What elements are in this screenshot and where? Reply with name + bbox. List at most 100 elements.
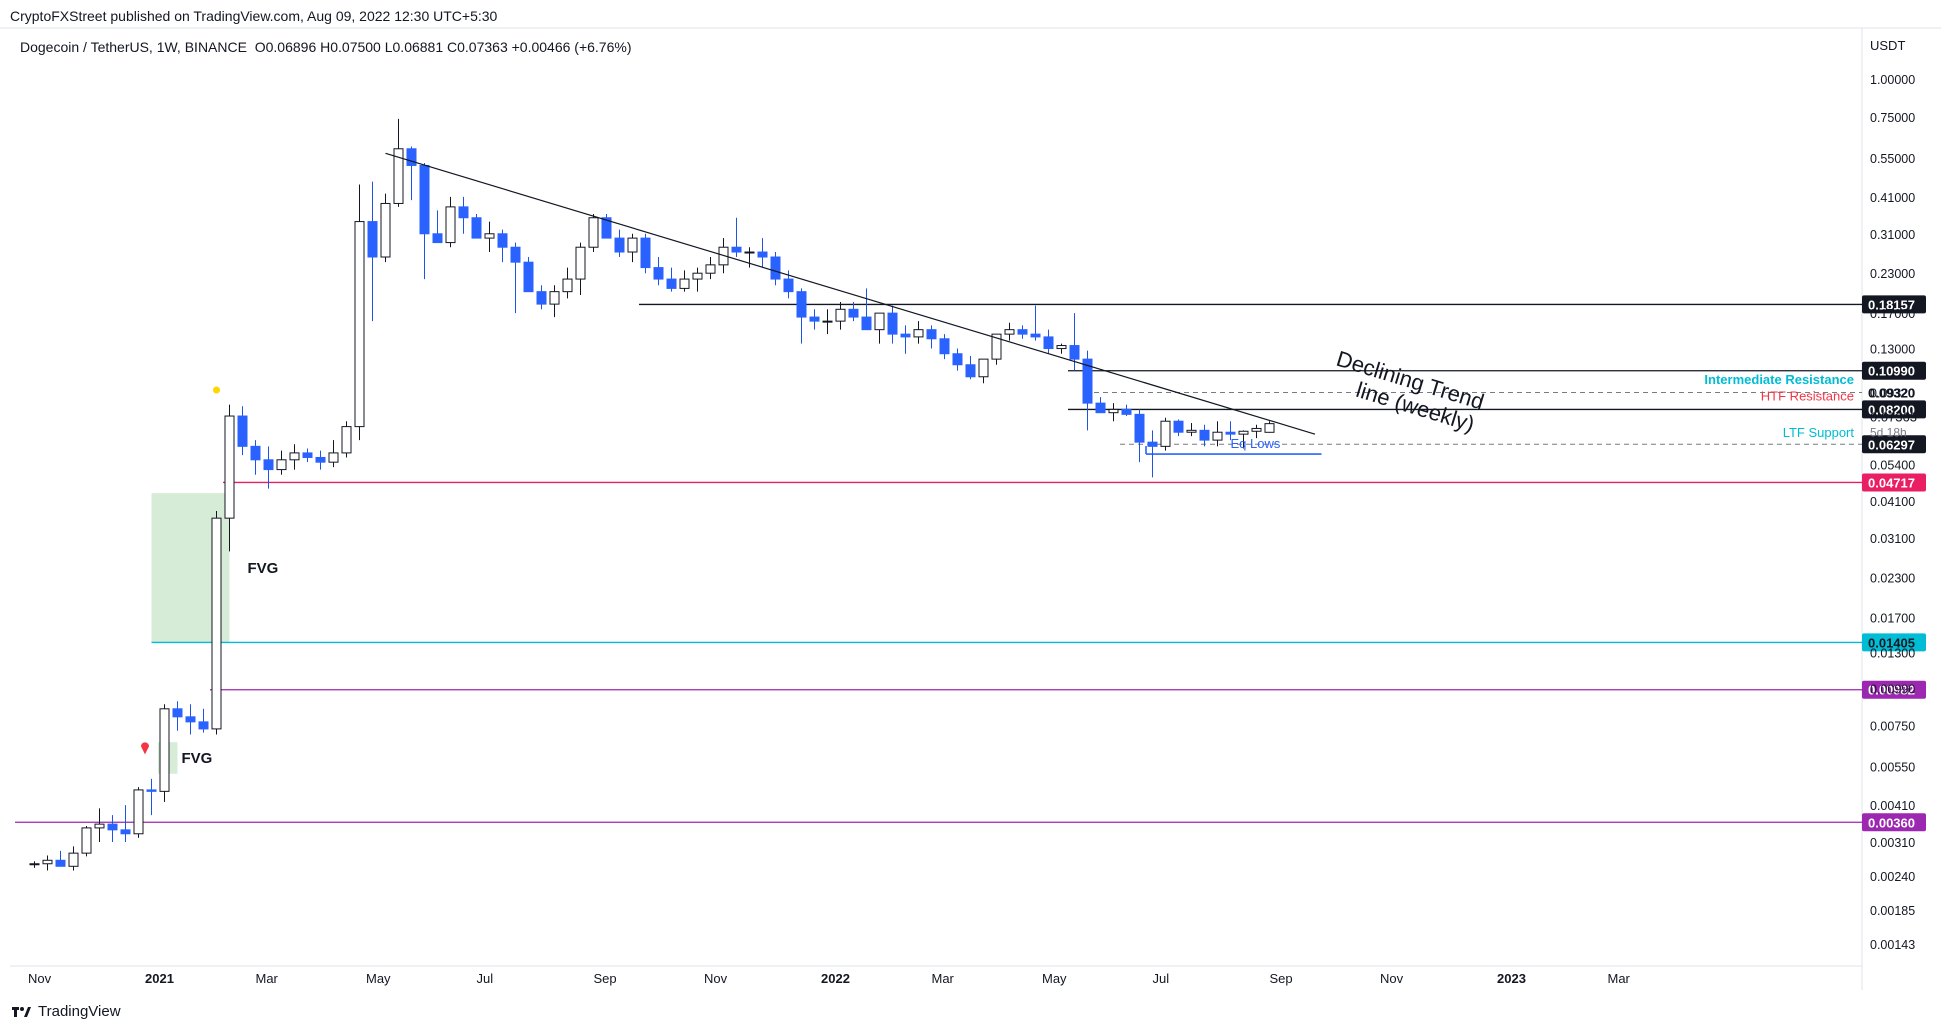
candle-body[interactable] xyxy=(185,716,196,723)
candle-body[interactable] xyxy=(107,823,118,831)
candle-body[interactable] xyxy=(900,333,911,338)
candle-body[interactable] xyxy=(172,708,183,718)
candle-body[interactable] xyxy=(1264,423,1275,433)
candle-body[interactable] xyxy=(861,316,872,331)
candle-body[interactable] xyxy=(965,364,976,378)
candle-body[interactable] xyxy=(614,237,625,253)
candle-body[interactable] xyxy=(1017,329,1028,335)
candle-body[interactable] xyxy=(1199,429,1210,441)
symbol-name: Dogecoin / TetherUS, 1W, BINANCE xyxy=(20,39,247,55)
candle-body[interactable] xyxy=(770,256,781,280)
candle-body[interactable] xyxy=(653,267,664,280)
candle-body[interactable] xyxy=(757,251,768,258)
candle-body[interactable] xyxy=(380,202,391,258)
candle-body[interactable] xyxy=(55,859,66,867)
candle-body[interactable] xyxy=(705,264,716,274)
candle-body[interactable] xyxy=(263,459,274,471)
tradingview-brand[interactable]: TradingView xyxy=(12,1003,121,1020)
candle-body[interactable] xyxy=(731,246,742,253)
candle-body[interactable] xyxy=(627,237,638,253)
candle-body[interactable] xyxy=(1056,345,1067,350)
price-tick-label: 0.00185 xyxy=(1870,904,1915,918)
candle-body[interactable] xyxy=(211,517,222,730)
candle-body[interactable] xyxy=(393,148,404,204)
candle-body[interactable] xyxy=(458,206,469,219)
candle-body[interactable] xyxy=(978,358,989,378)
candle-body[interactable] xyxy=(1238,430,1249,435)
candle-body[interactable] xyxy=(328,452,339,463)
candle-body[interactable] xyxy=(341,426,352,454)
candle-body[interactable] xyxy=(419,164,430,235)
candle-body[interactable] xyxy=(1251,427,1262,432)
candle-body[interactable] xyxy=(1134,413,1145,443)
candle-body[interactable] xyxy=(1225,431,1236,435)
candle-body[interactable] xyxy=(367,221,378,258)
candle-body[interactable] xyxy=(289,452,300,461)
candle-body[interactable] xyxy=(237,415,248,447)
candle-body[interactable] xyxy=(471,217,482,239)
candle-body[interactable] xyxy=(601,217,612,239)
candle-body[interactable] xyxy=(679,278,690,289)
candle-body[interactable] xyxy=(406,148,417,166)
candle-body[interactable] xyxy=(497,233,508,248)
candle-body[interactable] xyxy=(640,237,651,269)
candle-body[interactable] xyxy=(1043,336,1054,350)
candle-body[interactable] xyxy=(146,789,157,792)
candle-body[interactable] xyxy=(1004,329,1015,335)
candle-body[interactable] xyxy=(510,246,521,263)
candle-body[interactable] xyxy=(666,278,677,289)
candle-body[interactable] xyxy=(354,221,365,428)
candle-body[interactable] xyxy=(1121,408,1132,415)
candle-body[interactable] xyxy=(835,308,846,322)
candle-body[interactable] xyxy=(991,333,1002,360)
candle-body[interactable] xyxy=(809,316,820,322)
candle-body[interactable] xyxy=(159,708,170,792)
candle-body[interactable] xyxy=(68,852,79,867)
declining-trend-line[interactable] xyxy=(385,152,1316,435)
candle-body[interactable] xyxy=(198,721,209,730)
candle-body[interactable] xyxy=(692,272,703,280)
candle-body[interactable] xyxy=(445,206,456,244)
candle-body[interactable] xyxy=(315,456,326,463)
candle-body[interactable] xyxy=(549,291,560,305)
candle-body[interactable] xyxy=(29,863,40,866)
candle-body[interactable] xyxy=(562,278,573,293)
candle-body[interactable] xyxy=(926,329,937,340)
candle-body[interactable] xyxy=(523,261,534,293)
candle-body[interactable] xyxy=(302,452,313,458)
candle-body[interactable] xyxy=(42,859,53,865)
candle-body[interactable] xyxy=(848,308,859,318)
candle-body[interactable] xyxy=(575,246,586,280)
candle-body[interactable] xyxy=(1160,420,1171,447)
candle-body[interactable] xyxy=(484,233,495,239)
candle-body[interactable] xyxy=(796,291,807,318)
candle-body[interactable] xyxy=(1082,358,1093,404)
candle-body[interactable] xyxy=(822,320,833,323)
candle-body[interactable] xyxy=(1069,345,1080,360)
candle-body[interactable] xyxy=(1186,429,1197,433)
candle-body[interactable] xyxy=(120,829,131,835)
candle-body[interactable] xyxy=(913,329,924,338)
candle-body[interactable] xyxy=(952,353,963,366)
candle-body[interactable] xyxy=(588,217,599,248)
candle-body[interactable] xyxy=(250,445,261,461)
candle-body[interactable] xyxy=(536,291,547,305)
candle-body[interactable] xyxy=(94,823,105,829)
candle-body[interactable] xyxy=(133,789,144,835)
candle-body[interactable] xyxy=(276,459,287,471)
candle-body[interactable] xyxy=(1212,431,1223,441)
candle-body[interactable] xyxy=(224,415,235,519)
candle-body[interactable] xyxy=(744,251,755,254)
candle-body[interactable] xyxy=(81,827,92,854)
candle-body[interactable] xyxy=(874,312,885,331)
candle-body[interactable] xyxy=(887,312,898,335)
candle-body[interactable] xyxy=(939,338,950,355)
candle-body[interactable] xyxy=(1147,441,1158,447)
candle-body[interactable] xyxy=(432,233,443,244)
candle-body[interactable] xyxy=(1095,402,1106,414)
candle-body[interactable] xyxy=(1173,420,1184,433)
candle-body[interactable] xyxy=(1030,333,1041,338)
candle-body[interactable] xyxy=(783,278,794,293)
candle-body[interactable] xyxy=(1108,408,1119,414)
